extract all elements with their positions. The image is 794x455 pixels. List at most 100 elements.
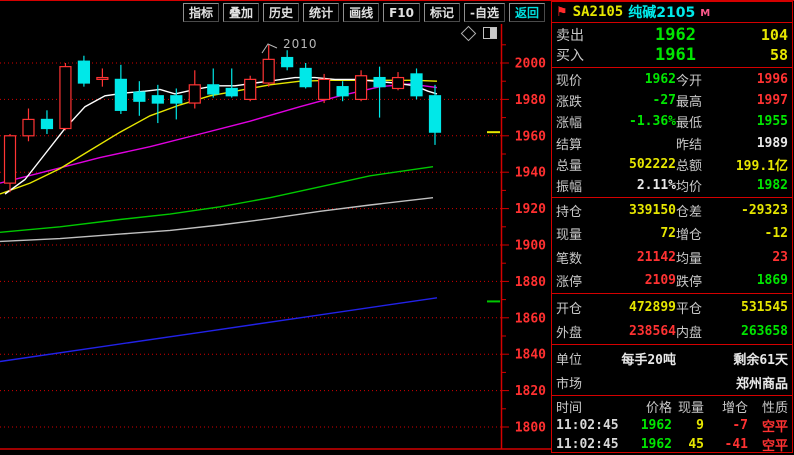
contract-name: 纯碱2105 (628, 5, 696, 21)
ma-magenta-line (0, 83, 438, 184)
y-axis-label: 1940 (515, 166, 546, 181)
field-label: 昨结 (676, 137, 703, 153)
ask-qty: 104 (760, 26, 788, 44)
field-label: 持仓 (556, 205, 583, 221)
tick-time: 11:02:45 (556, 437, 619, 452)
toolbar-button-3[interactable]: 统计 (303, 3, 340, 22)
field-value: 2.11% (636, 177, 676, 193)
y-axis-label: 1960 (515, 129, 546, 144)
field-label: 最低 (676, 116, 703, 132)
ask-price: 1962 (655, 25, 696, 45)
quote-fields: 现价 1962 今开 1996 涨跌 -27 最高 1997 涨幅 -1.36% 最低 1955 结算 昨… (552, 67, 792, 395)
quote-row: 持仓 339150 仓差 -29323 (556, 201, 788, 220)
quote-row: 涨跌 -27 最高 1997 (556, 91, 788, 110)
candle-body (207, 84, 220, 95)
candle-body (133, 91, 146, 102)
field-value: 339150 (629, 203, 676, 219)
field-label: 内盘 (676, 325, 703, 341)
field-label: 市场 (556, 376, 583, 392)
field-value: 23 (772, 249, 788, 265)
quote-header[interactable]: ⚑ SA2105 纯碱2105 M (552, 2, 792, 22)
field-value: 238564 (629, 323, 676, 339)
field-label: 涨停 (556, 274, 583, 290)
field-label: 开仓 (556, 301, 583, 317)
tick-col-header: 价格 (645, 401, 672, 416)
ma-green-line (0, 166, 434, 233)
field-label: 增仓 (676, 228, 703, 244)
tick-row: 11:02:45 1962 45 -41 空平 (556, 435, 788, 454)
split-square-icon[interactable] (483, 27, 497, 39)
quote-section-1: 持仓 339150 仓差 -29323 现量 72 增仓 -12 笔数 21142 均量 23 涨停 21… (552, 197, 792, 293)
toolbar-button-6[interactable]: 标记 (423, 3, 460, 22)
candle-body (114, 78, 127, 111)
field-value: 199.1亿 (735, 158, 788, 174)
field-label: 均量 (676, 251, 703, 267)
candle-body (391, 76, 405, 90)
tick-oi-change: -7 (732, 418, 748, 433)
candle-body (40, 118, 54, 130)
toolbar-button-4[interactable]: 画线 (343, 3, 380, 22)
kline-chart[interactable]: 2000 1980 1960 1940 1920 1900 1880 1860 1840 1820… (0, 1, 553, 455)
field-label: 现价 (556, 74, 583, 90)
field-value: 1997 (756, 93, 788, 109)
candle-body (188, 84, 201, 104)
candle-body (281, 56, 294, 68)
field-label: 总量 (556, 158, 583, 174)
field-value: 每手20吨 (621, 352, 676, 368)
field-value: 263658 (741, 323, 788, 339)
quote-row: 涨停 2109 跌停 1869 (556, 271, 788, 290)
field-label: 总额 (676, 158, 703, 174)
field-label: 涨幅 (556, 116, 583, 132)
candle-body (318, 78, 331, 100)
chart-corner-icons (460, 25, 497, 41)
quote-row: 市场 郑州商品 (556, 373, 788, 392)
tick-volume: 9 (696, 418, 704, 433)
field-label: 结算 (556, 137, 583, 153)
toolbar-button-0[interactable]: 指标 (183, 3, 220, 22)
toolbar-button-7[interactable]: -自选 (464, 3, 505, 22)
candle-body (299, 67, 312, 88)
field-label: 单位 (556, 352, 583, 368)
ma-gray-line (0, 197, 434, 243)
field-value: -27 (652, 93, 676, 109)
y-axis-label: 1820 (515, 384, 546, 399)
candle-body (244, 78, 257, 100)
candle-body (77, 60, 91, 84)
field-value: 1869 (756, 272, 788, 288)
quote-section-0: 现价 1962 今开 1996 涨跌 -27 最高 1997 涨幅 -1.36% 最低 1955 结算 昨… (552, 67, 792, 197)
field-value: 472899 (629, 299, 676, 315)
candle-body (262, 58, 275, 84)
tick-row: 11:02:45 1962 9 -7 空平 (556, 416, 788, 435)
diamond-icon[interactable] (460, 25, 477, 41)
quote-section-2: 开仓 472899 平仓 531545 外盘 238564 内盘 263658 (552, 293, 792, 344)
tick-col-header: 增仓 (721, 401, 748, 416)
field-value: 531545 (741, 299, 788, 315)
field-label: 跌停 (676, 274, 703, 290)
toolbar-button-5[interactable]: F10 (383, 3, 420, 22)
tick-col-header: 现量 (677, 401, 704, 416)
candle-body (336, 86, 349, 97)
toolbar-button-1[interactable]: 叠加 (223, 3, 260, 22)
field-label: 平仓 (676, 301, 703, 317)
bid-label: 买入 (556, 48, 584, 64)
candle-body (3, 135, 17, 184)
tick-nature: 空平 (761, 439, 788, 454)
quote-row: 外盘 238564 内盘 263658 (556, 322, 788, 341)
field-label: 振幅 (556, 179, 583, 195)
field-value: 1962 (644, 72, 676, 88)
tick-nature: 空平 (761, 420, 788, 435)
candle-body (410, 73, 423, 97)
candle-body (225, 87, 238, 97)
tick-col-header: 时间 (556, 401, 583, 416)
toolbar-button-2[interactable]: 历史 (263, 3, 300, 22)
annotation-leader (261, 43, 278, 54)
candle-body (373, 76, 386, 88)
quote-row: 笔数 21142 均量 23 (556, 248, 788, 267)
toolbar-button-8[interactable]: 返回 (508, 3, 545, 22)
y-axis-label: 1980 (515, 93, 546, 108)
field-value: 1989 (756, 135, 788, 151)
field-label: 今开 (676, 74, 703, 90)
quote-row: 结算 昨结 1989 (556, 134, 788, 153)
field-value: 1996 (756, 72, 788, 88)
field-label: 现量 (556, 228, 583, 244)
